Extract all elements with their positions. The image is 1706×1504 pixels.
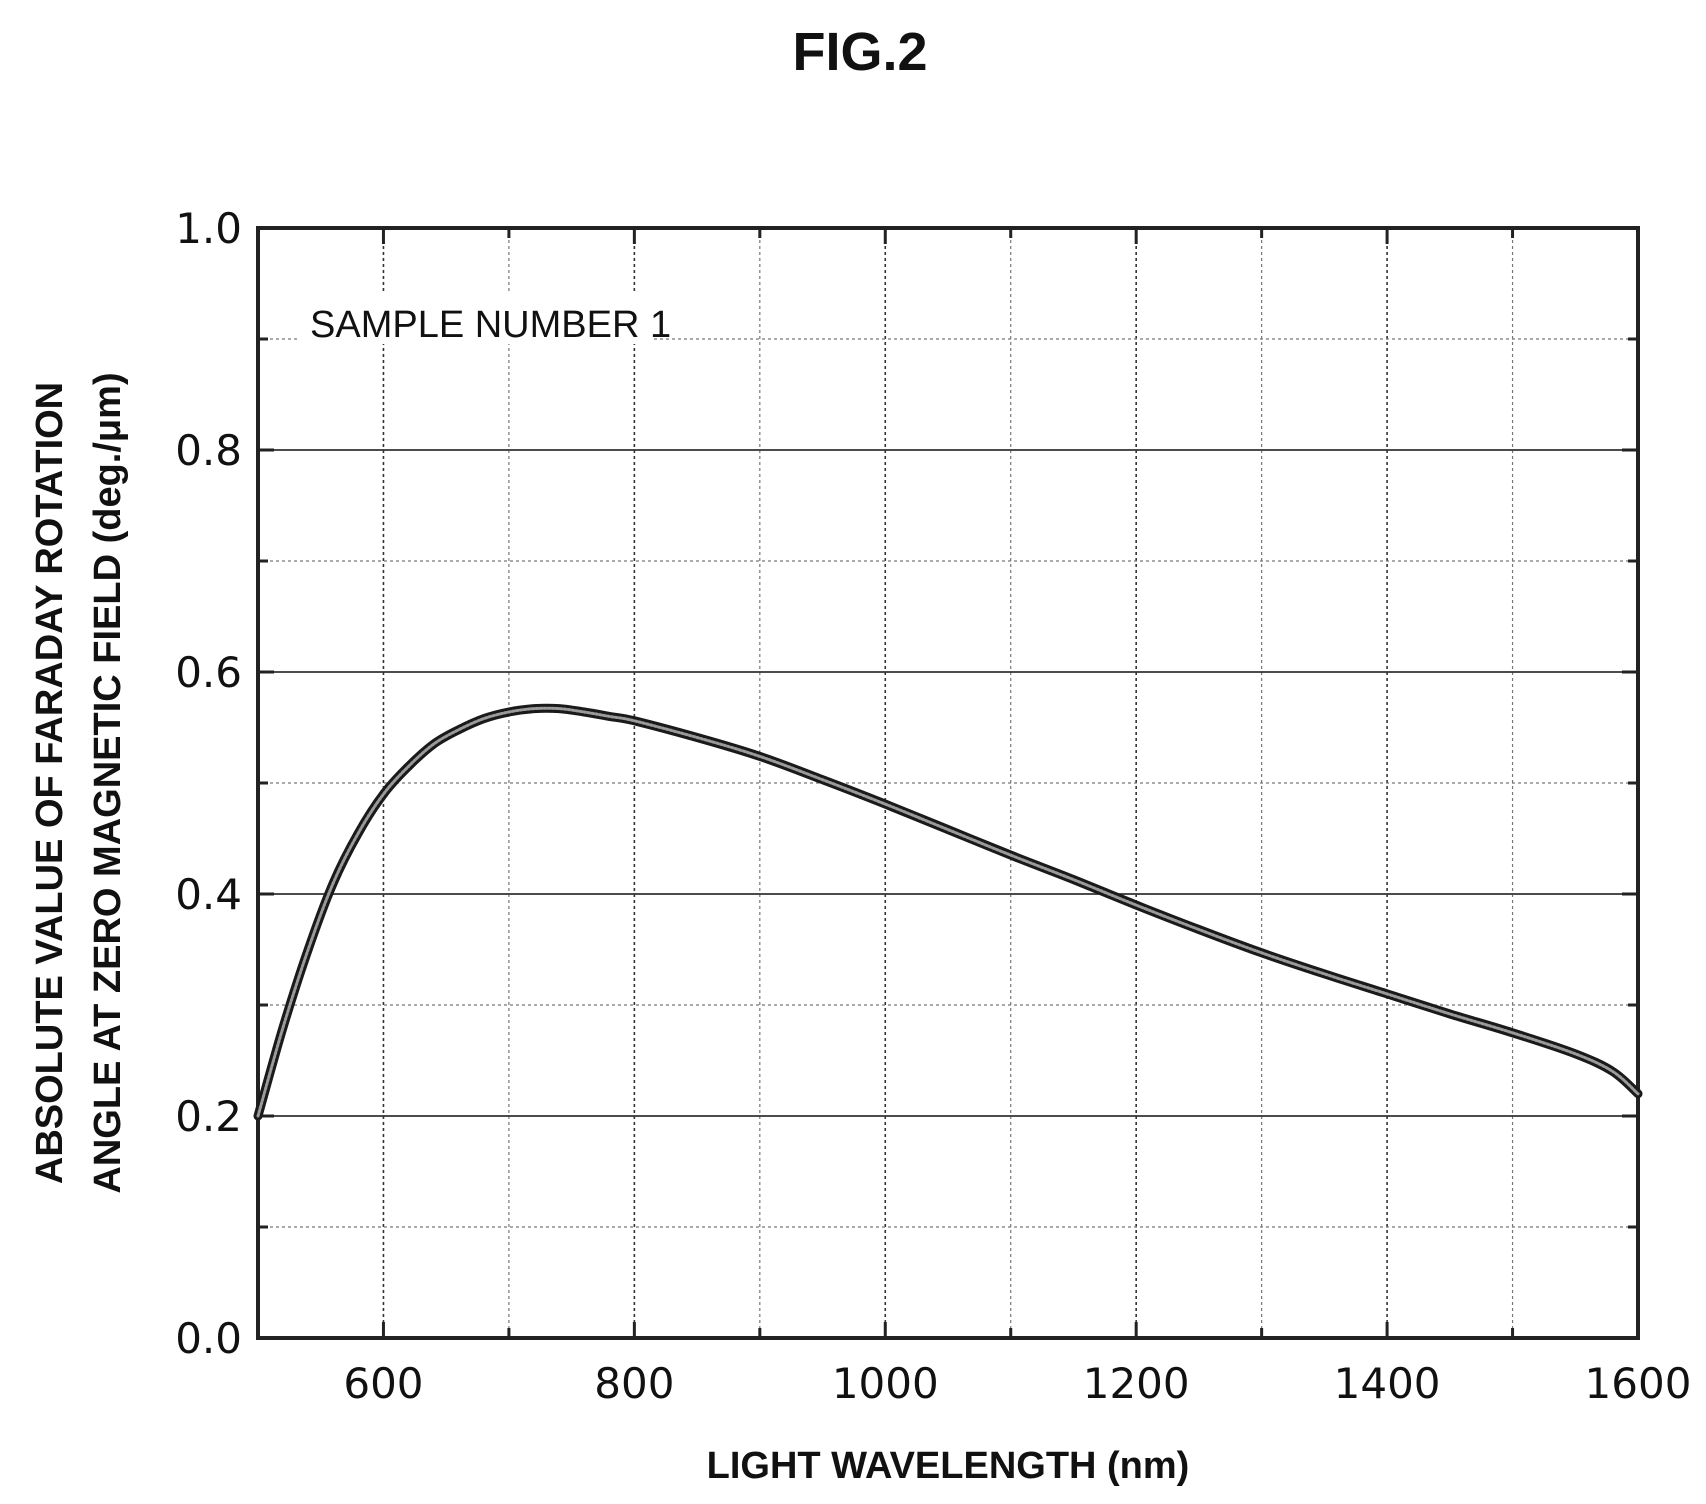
x-tick-labels: 600 800 1000 1200 1400 1600 (343, 1359, 1691, 1408)
figure-title: FIG.2 (792, 22, 927, 82)
x-tick-label: 1400 (1334, 1359, 1441, 1408)
x-tick-label: 1200 (1083, 1359, 1190, 1408)
y-tick-label: 0.4 (175, 870, 242, 919)
x-tick-label: 1600 (1585, 1359, 1692, 1408)
y-tick-labels: 0.0 0.2 0.4 0.6 0.8 1.0 (175, 204, 242, 1363)
y-tick-label: 0.2 (175, 1092, 242, 1141)
y-axis-label-line1: ABSOLUTE VALUE OF FARADAY ROTATION (29, 382, 71, 1184)
y-tick-label: 0.6 (175, 648, 242, 697)
plot-frame (256, 226, 1640, 1340)
grid-lines (258, 228, 1638, 1338)
series-line-outline (253, 703, 1643, 1121)
annotation-background (300, 292, 652, 344)
series-layer (253, 703, 1643, 1121)
y-tick-label: 0.8 (175, 426, 242, 475)
x-axis-label: LIGHT WAVELENGTH (nm) (707, 1445, 1190, 1487)
y-tick-label: 1.0 (175, 204, 242, 253)
x-tick-label: 600 (343, 1359, 423, 1408)
x-tick-label: 800 (594, 1359, 674, 1408)
y-tick-label: 0.0 (175, 1314, 242, 1363)
y-axis-label-line2: ANGLE AT ZERO MAGNETIC FIELD (deg./μm) (87, 372, 129, 1193)
series-line-hatch (256, 706, 1640, 1118)
sample-annotation: SAMPLE NUMBER 1 (310, 304, 671, 346)
x-tick-label: 1000 (832, 1359, 939, 1408)
